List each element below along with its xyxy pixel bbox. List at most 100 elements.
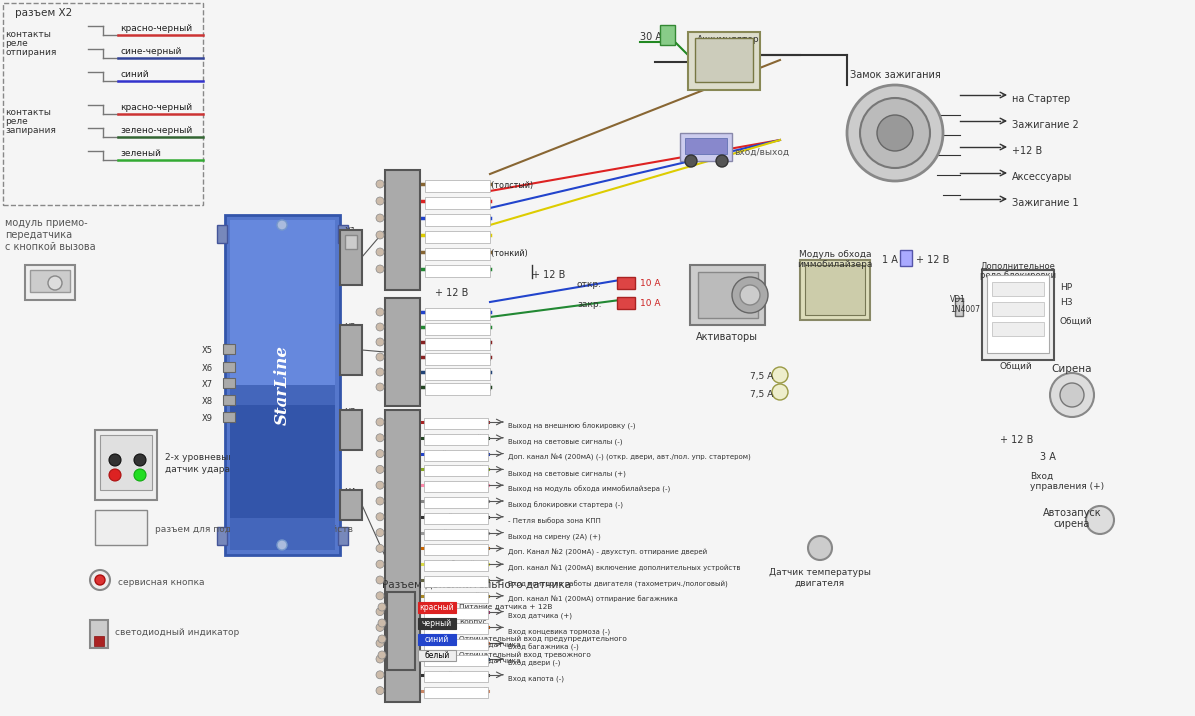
Circle shape xyxy=(808,536,832,560)
Text: Общий: Общий xyxy=(1060,317,1092,326)
Text: Зажигание 1: Зажигание 1 xyxy=(1012,198,1079,208)
Circle shape xyxy=(877,115,913,151)
Text: откр.: откр. xyxy=(577,280,602,289)
Bar xyxy=(94,636,104,646)
Bar xyxy=(90,620,108,648)
Text: Зажигание 2: Зажигание 2 xyxy=(1012,120,1079,130)
Text: зеленый: зеленый xyxy=(427,324,464,333)
Text: Доп. канал №1 (200мА) отпирание багажника: Доп. канал №1 (200мА) отпирание багажник… xyxy=(508,596,678,604)
Bar xyxy=(225,215,341,555)
Text: Выход на внешнюю блокировку (-): Выход на внешнюю блокировку (-) xyxy=(508,422,636,430)
Bar xyxy=(425,214,490,226)
Text: 30 А: 30 А xyxy=(641,32,662,42)
Text: Вход капота (-): Вход капота (-) xyxy=(508,676,564,682)
Text: белый: белый xyxy=(424,651,449,660)
Bar xyxy=(418,618,456,629)
Text: Питание датчика + 12В: Питание датчика + 12В xyxy=(459,603,552,609)
Circle shape xyxy=(716,155,728,167)
Circle shape xyxy=(376,465,384,473)
Bar xyxy=(424,528,488,540)
Text: черно-белый: черно-белый xyxy=(425,498,474,505)
Text: Отрицательный вход предупредительного
уровня датчика: Отрицательный вход предупредительного ур… xyxy=(459,635,627,649)
Text: оранж.-фиолет.: оранж.-фиолет. xyxy=(425,624,485,630)
Bar xyxy=(338,527,348,545)
Text: 7,5 А: 7,5 А xyxy=(750,390,773,399)
Bar xyxy=(900,250,912,266)
Circle shape xyxy=(376,368,384,376)
Text: Выход на световые сигналы (+): Выход на световые сигналы (+) xyxy=(508,470,626,477)
Text: Замок зажигания: Замок зажигания xyxy=(850,70,940,80)
Circle shape xyxy=(1086,506,1114,534)
Text: оранжево-серый: оранжево-серый xyxy=(425,687,489,694)
Text: серый: серый xyxy=(425,530,448,536)
Text: +: + xyxy=(697,58,709,72)
Text: отпирания: отпирания xyxy=(5,48,56,57)
Bar xyxy=(223,362,235,372)
Bar xyxy=(424,481,488,492)
Text: X4: X4 xyxy=(345,488,357,497)
Text: датчик удара: датчик удара xyxy=(165,465,229,474)
Text: Аксессуары: Аксессуары xyxy=(1012,172,1072,182)
Text: черный: черный xyxy=(425,514,454,521)
Bar xyxy=(25,265,75,300)
Bar xyxy=(424,418,488,429)
Bar xyxy=(690,265,765,325)
Text: сине-красный: сине-красный xyxy=(425,609,478,615)
Text: 12 В, 40 А: 12 В, 40 А xyxy=(997,280,1040,289)
Circle shape xyxy=(376,513,384,521)
Bar xyxy=(695,38,753,82)
Text: X1: X1 xyxy=(345,227,357,236)
Bar xyxy=(805,265,865,315)
Circle shape xyxy=(772,367,788,383)
Circle shape xyxy=(48,276,62,290)
Text: черный: черный xyxy=(422,619,452,628)
Text: VD1
1N4007: VD1 1N4007 xyxy=(950,295,980,314)
Text: закр.: закр. xyxy=(577,300,602,309)
Text: иммобилайзера: иммобилайзера xyxy=(797,260,872,269)
Text: красно-черный: красно-черный xyxy=(120,103,192,112)
Text: 7,5 А: 7,5 А xyxy=(750,372,773,381)
Circle shape xyxy=(277,220,287,230)
Text: Активаторы: Активаторы xyxy=(695,332,758,342)
Text: Модуль обхода: Модуль обхода xyxy=(798,250,871,259)
Circle shape xyxy=(376,544,384,553)
Text: 12В: 12В xyxy=(707,50,741,65)
Circle shape xyxy=(376,687,384,695)
Text: красно-черный: красно-черный xyxy=(120,24,192,33)
Bar xyxy=(424,671,488,682)
Text: + 12 В: + 12 В xyxy=(917,255,949,265)
Bar xyxy=(30,270,71,292)
Bar xyxy=(424,434,488,445)
Circle shape xyxy=(847,85,943,181)
Bar xyxy=(424,497,488,508)
Circle shape xyxy=(685,155,697,167)
Bar xyxy=(992,302,1044,316)
Text: черно-красный: черно-красный xyxy=(425,419,483,425)
Bar xyxy=(987,275,1049,353)
Circle shape xyxy=(376,353,384,361)
Bar xyxy=(424,592,488,603)
Circle shape xyxy=(277,540,287,550)
Bar xyxy=(698,272,758,318)
Text: передатчика: передатчика xyxy=(5,230,72,240)
Bar xyxy=(680,133,733,161)
Bar xyxy=(992,282,1044,296)
Text: X9: X9 xyxy=(202,414,213,423)
Circle shape xyxy=(109,454,121,466)
Text: Доп. канал №1 (200мА) включение дополнительных устройств: Доп. канал №1 (200мА) включение дополнит… xyxy=(508,565,741,571)
Bar xyxy=(424,465,488,476)
Text: зеленый: зеленый xyxy=(120,149,161,158)
Text: на Стартер: на Стартер xyxy=(1012,94,1071,104)
Circle shape xyxy=(376,214,384,222)
Bar xyxy=(425,308,490,320)
Text: Вход багажника (-): Вход багажника (-) xyxy=(508,644,578,651)
Text: красный: красный xyxy=(427,198,464,207)
Text: +12 В: +12 В xyxy=(1012,146,1042,156)
Text: Аккумулятор: Аккумулятор xyxy=(698,35,760,44)
Text: Вход двери (-): Вход двери (-) xyxy=(508,659,560,667)
Circle shape xyxy=(376,497,384,505)
Text: X8: X8 xyxy=(202,397,213,406)
Bar xyxy=(425,353,490,365)
Bar xyxy=(424,544,488,556)
Bar xyxy=(992,322,1044,336)
